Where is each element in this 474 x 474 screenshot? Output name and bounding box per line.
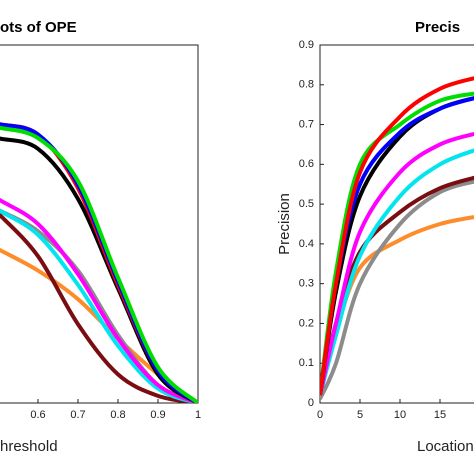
x-tick-label: 0.6 xyxy=(30,409,45,421)
x-tick-label: 0 xyxy=(317,409,323,421)
y-tick-label: 0.4 xyxy=(299,238,314,250)
x-tick-label: 0.9 xyxy=(150,409,165,421)
y-tick-label: 0.2 xyxy=(299,317,314,329)
plot-area xyxy=(0,122,198,403)
x-axis-label: hreshold xyxy=(0,438,58,455)
chart-title: ots of OPE xyxy=(0,19,77,36)
x-axis-label: Location xyxy=(417,438,474,455)
y-tick-label: 0 xyxy=(308,397,314,409)
y-tick-label: 0.9 xyxy=(299,39,314,51)
series-line xyxy=(0,122,198,403)
y-tick-label: 0.6 xyxy=(299,158,314,170)
series-line xyxy=(320,148,474,396)
y-tick-label: 0.8 xyxy=(299,79,314,91)
series-line xyxy=(0,122,198,403)
y-axis-label: Precision xyxy=(276,193,293,255)
series-line xyxy=(0,125,198,403)
series-line xyxy=(0,136,198,403)
series-line xyxy=(320,179,474,400)
plot-frame xyxy=(0,44,199,404)
series-line xyxy=(0,208,198,403)
x-tick-label: 1 xyxy=(195,409,201,421)
y-tick-label: 0.3 xyxy=(299,278,314,290)
series-line xyxy=(0,197,198,403)
x-tick-label: 5 xyxy=(357,409,363,421)
plot-area xyxy=(320,76,474,400)
y-tick-label: 0.1 xyxy=(299,357,314,369)
x-tick-label: 15 xyxy=(434,409,446,421)
x-tick-label: 10 xyxy=(394,409,406,421)
x-tick-label: 0.7 xyxy=(70,409,85,421)
series-line xyxy=(320,76,474,396)
series-line xyxy=(320,131,474,396)
y-tick-label: 0.7 xyxy=(299,118,314,130)
y-tick-label: 0.5 xyxy=(299,198,314,210)
series-line xyxy=(0,212,198,403)
chart-title: Precis xyxy=(415,19,460,36)
x-tick-label: 0.8 xyxy=(110,409,125,421)
